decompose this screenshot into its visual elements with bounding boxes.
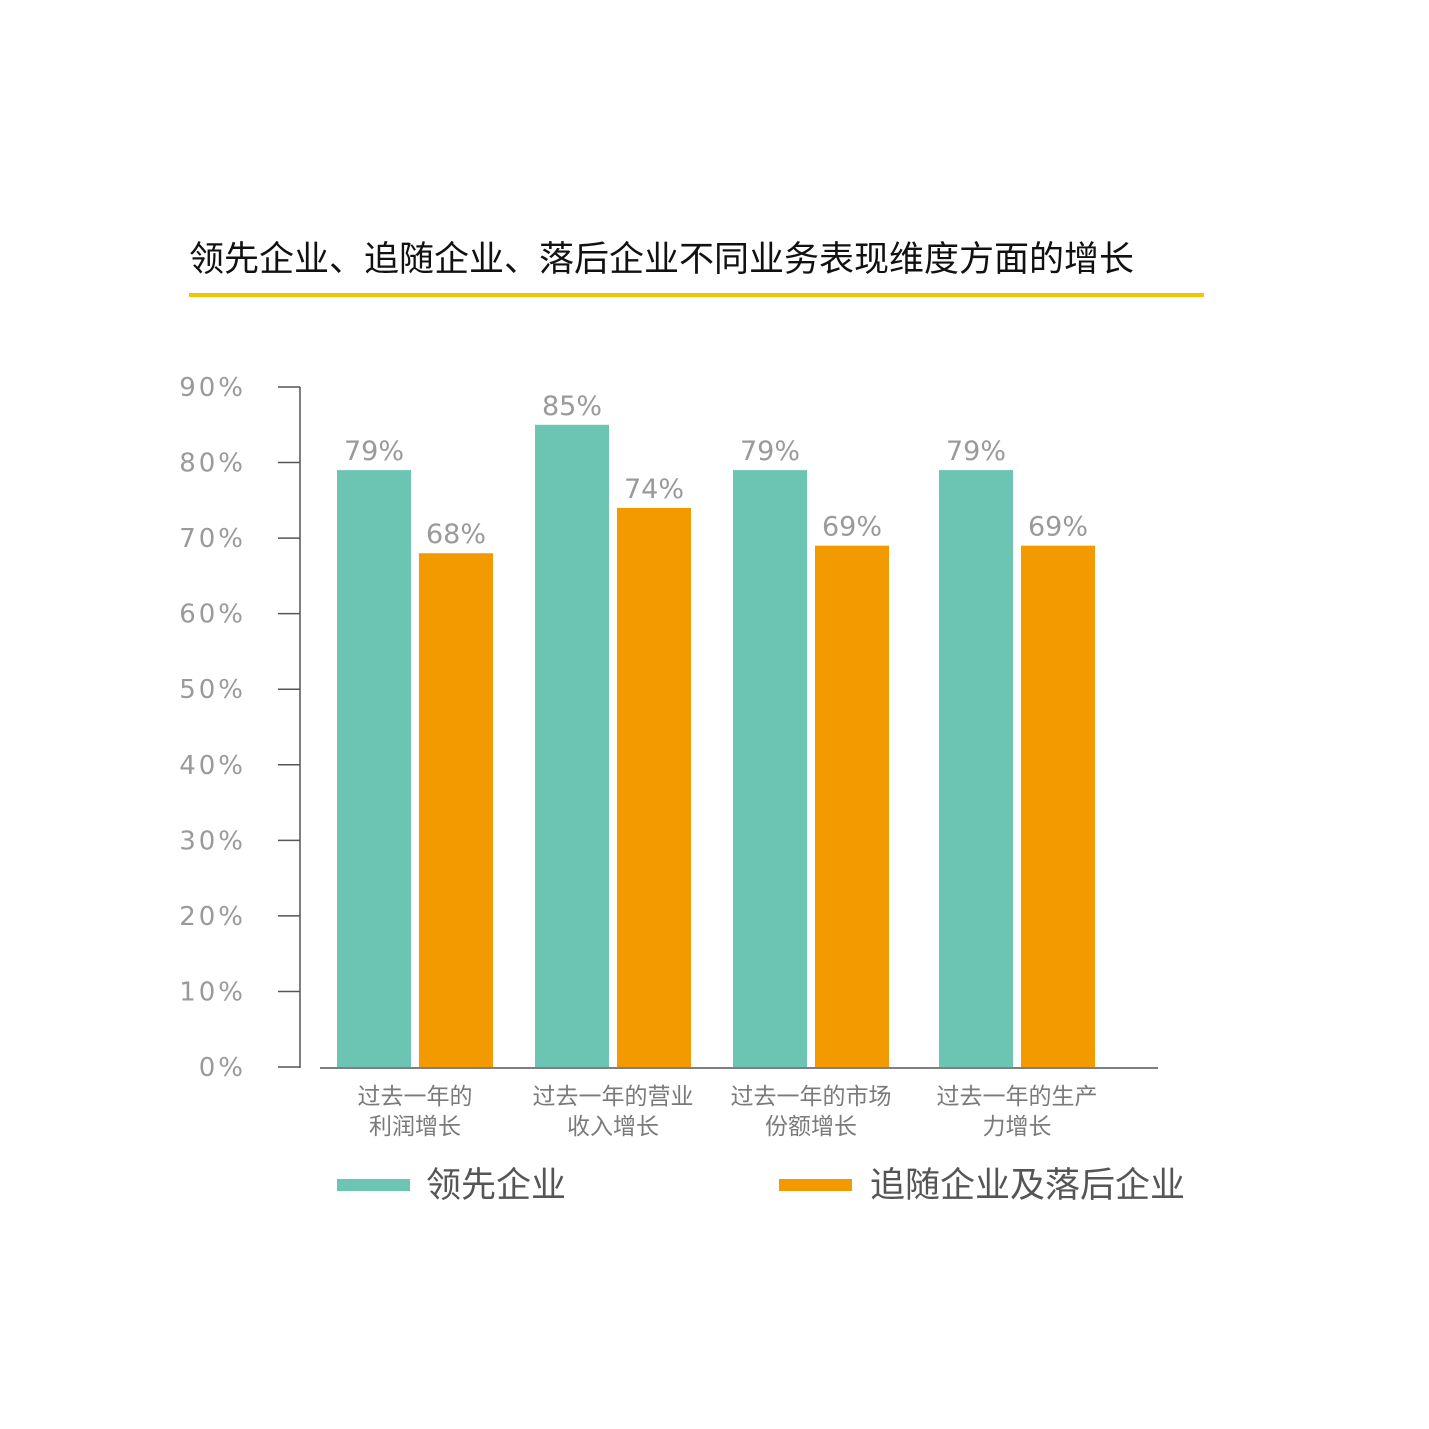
bar-following-1 xyxy=(419,553,493,1067)
y-tick-label: 70% xyxy=(179,524,246,554)
data-label: 79% xyxy=(344,436,404,467)
x-category-label: 过去一年的利润增长 xyxy=(358,1084,473,1140)
y-tick-label: 80% xyxy=(179,449,246,479)
legend-label: 领先企业 xyxy=(426,1166,566,1206)
bar-leading-3 xyxy=(733,470,807,1068)
data-label: 79% xyxy=(740,436,800,467)
data-label: 85% xyxy=(542,391,602,422)
chart-title: 领先企业、追随企业、落后企业不同业务表现维度方面的增长 xyxy=(189,240,1135,280)
data-label: 74% xyxy=(624,474,684,505)
y-tick-label: 0% xyxy=(199,1053,246,1083)
legend-swatch xyxy=(337,1179,410,1191)
bar-leading-2 xyxy=(535,424,609,1067)
data-label: 79% xyxy=(946,436,1006,467)
data-label: 69% xyxy=(822,512,882,543)
y-tick-label: 30% xyxy=(179,826,246,856)
title-underline xyxy=(189,293,1204,297)
legend-swatch xyxy=(779,1179,852,1191)
bar-following-3 xyxy=(815,545,889,1067)
x-category-label: 过去一年的生产力增长 xyxy=(937,1084,1098,1140)
y-tick-label: 50% xyxy=(179,675,246,705)
x-category-label: 过去一年的营业收入增长 xyxy=(533,1084,694,1140)
x-category-label: 过去一年的市场份额增长 xyxy=(731,1084,892,1140)
y-tick-label: 90% xyxy=(179,373,246,403)
bar-leading-1 xyxy=(337,470,411,1068)
data-label: 69% xyxy=(1028,512,1088,543)
y-tick-label: 10% xyxy=(179,977,246,1007)
y-tick-label: 20% xyxy=(179,902,246,932)
bar-following-2 xyxy=(617,507,691,1067)
bar-leading-4 xyxy=(939,470,1013,1068)
legend-label: 追随企业及落后企业 xyxy=(870,1166,1185,1206)
y-tick-label: 60% xyxy=(179,600,246,630)
bar-following-4 xyxy=(1021,545,1095,1067)
data-label: 68% xyxy=(426,519,486,550)
y-tick-label: 40% xyxy=(179,751,246,781)
